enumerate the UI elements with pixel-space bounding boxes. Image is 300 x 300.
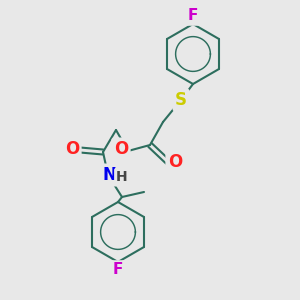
Text: S: S	[175, 91, 187, 109]
Text: N: N	[102, 166, 116, 184]
Text: H: H	[116, 170, 128, 184]
Text: F: F	[188, 8, 198, 23]
Text: O: O	[168, 153, 182, 171]
Text: O: O	[65, 140, 79, 158]
Text: O: O	[114, 140, 128, 158]
Text: F: F	[113, 262, 123, 278]
